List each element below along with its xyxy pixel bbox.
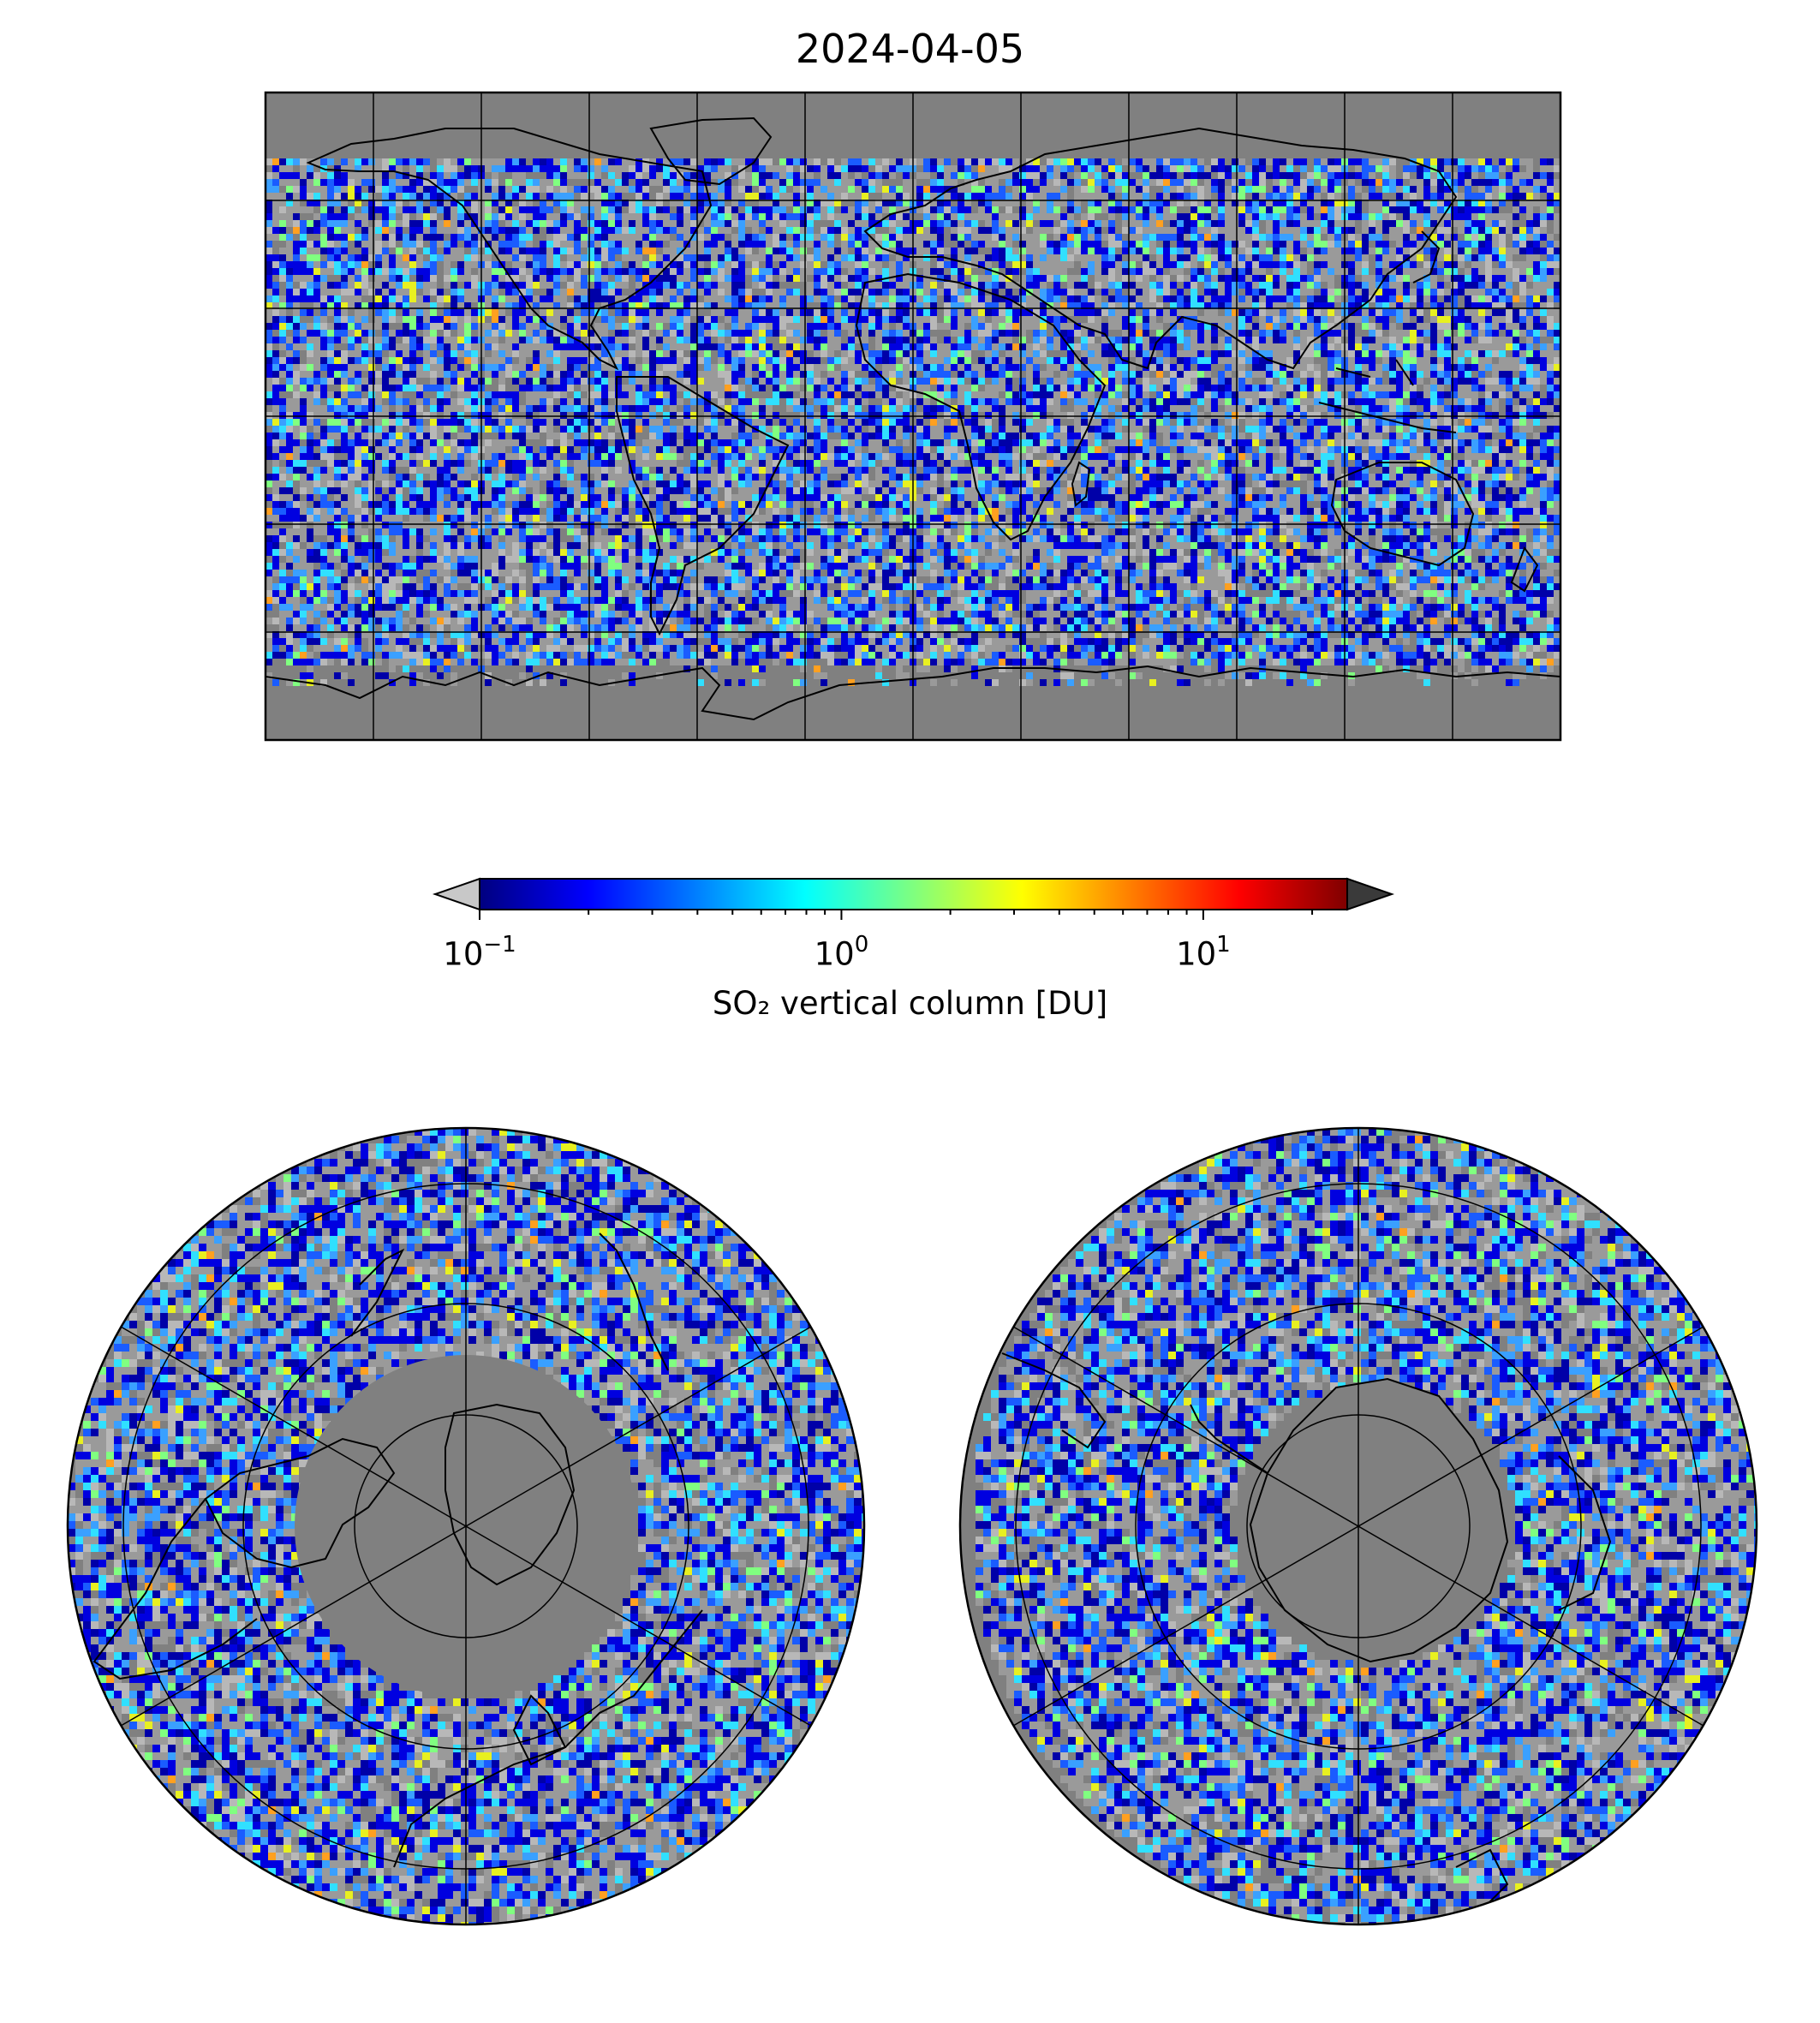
colorbar-frame (479, 878, 1348, 910)
coast-south-america (616, 376, 790, 636)
colorbar-gradient (480, 879, 1347, 910)
coast-australia-polar (1558, 1455, 1612, 1611)
colorbar-under-extension (432, 877, 480, 911)
global-map-frame (264, 91, 1562, 742)
south-polar-so2-pixels (976, 1128, 1757, 1925)
coast-south-america-polar (1001, 1352, 1107, 1449)
coast-japan (1412, 230, 1441, 283)
colorbar-label: SO₂ vertical column [DU] (0, 985, 1820, 1022)
north-polar-map (66, 1126, 866, 1926)
colorbar-over-extension (1346, 877, 1395, 911)
global-coastlines (266, 116, 1560, 721)
colorbar-tick-label: 10−1 (443, 932, 516, 972)
coast-madagascar (1071, 461, 1091, 507)
north-polar-gridlines (120, 1128, 812, 1925)
south-polar-map (958, 1126, 1758, 1926)
coast-australia (1330, 462, 1475, 567)
south-polar-coastlines (1001, 1352, 1612, 1911)
global-so2-pixels (266, 158, 1560, 686)
south-polar-antarctica-gap (1250, 1379, 1507, 1662)
coast-new-zealand (1510, 546, 1539, 593)
colorbar (432, 877, 1395, 920)
coast-north-america-polar (92, 1498, 258, 1680)
north-polar-coastlines (92, 1232, 703, 1868)
coast-north-america (306, 128, 713, 371)
coast-scandinavia-polar (512, 1694, 567, 1766)
coast-antarctica-polar (1249, 1377, 1509, 1663)
coast-greenland-polar (445, 1403, 576, 1586)
colorbar-tick-label: 101 (1176, 932, 1231, 972)
coast-greenland (649, 116, 773, 186)
north-polar-frame (66, 1126, 866, 1926)
coast-antarctica (266, 665, 1560, 721)
coast-africa-polar (1455, 1848, 1509, 1911)
coast-antarctic-peninsula (1190, 1404, 1268, 1474)
global-map (264, 91, 1562, 742)
coast-alaska-polar (350, 1248, 405, 1337)
global-gridlines (266, 92, 1560, 740)
coast-eurasia-polar (393, 1232, 703, 1868)
figure-title: 2024-04-05 (0, 26, 1820, 72)
coast-indonesia (1318, 359, 1457, 433)
colorbar-tick-label: 100 (815, 932, 869, 972)
south-polar-gridlines (1012, 1128, 1704, 1925)
colorbar-ticks (479, 910, 1314, 920)
coast-eurasia (863, 127, 1458, 370)
south-polar-frame (958, 1126, 1758, 1926)
